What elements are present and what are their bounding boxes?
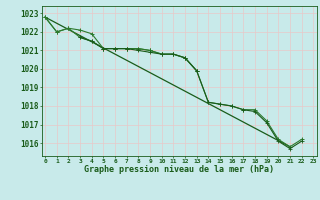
X-axis label: Graphe pression niveau de la mer (hPa): Graphe pression niveau de la mer (hPa) (84, 165, 274, 174)
